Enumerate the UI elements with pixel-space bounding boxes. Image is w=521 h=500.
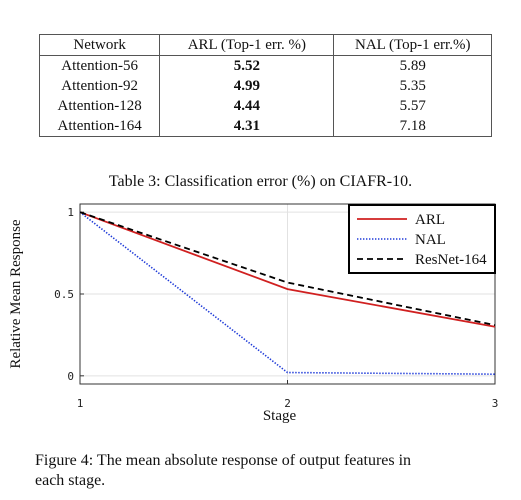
y-tick-label: 0.5 [54, 288, 74, 301]
y-tick-label: 1 [67, 206, 74, 219]
figure-caption-line-1: Figure 4: The mean absolute response of … [35, 451, 511, 471]
legend-label: NAL [415, 232, 446, 248]
y-tick-label: 0 [67, 370, 74, 383]
legend-label: ARL [415, 212, 445, 228]
figure-caption-line-2: each stage. [35, 471, 511, 491]
x-axis-label: Stage [263, 408, 297, 424]
y-axis-label: Relative Mean Response [8, 219, 24, 368]
x-tick-label: 3 [492, 397, 499, 410]
figure-caption: Figure 4: The mean absolute response of … [35, 451, 511, 491]
x-tick-label: 1 [77, 397, 84, 410]
legend-label: ResNet-164 [415, 252, 487, 268]
